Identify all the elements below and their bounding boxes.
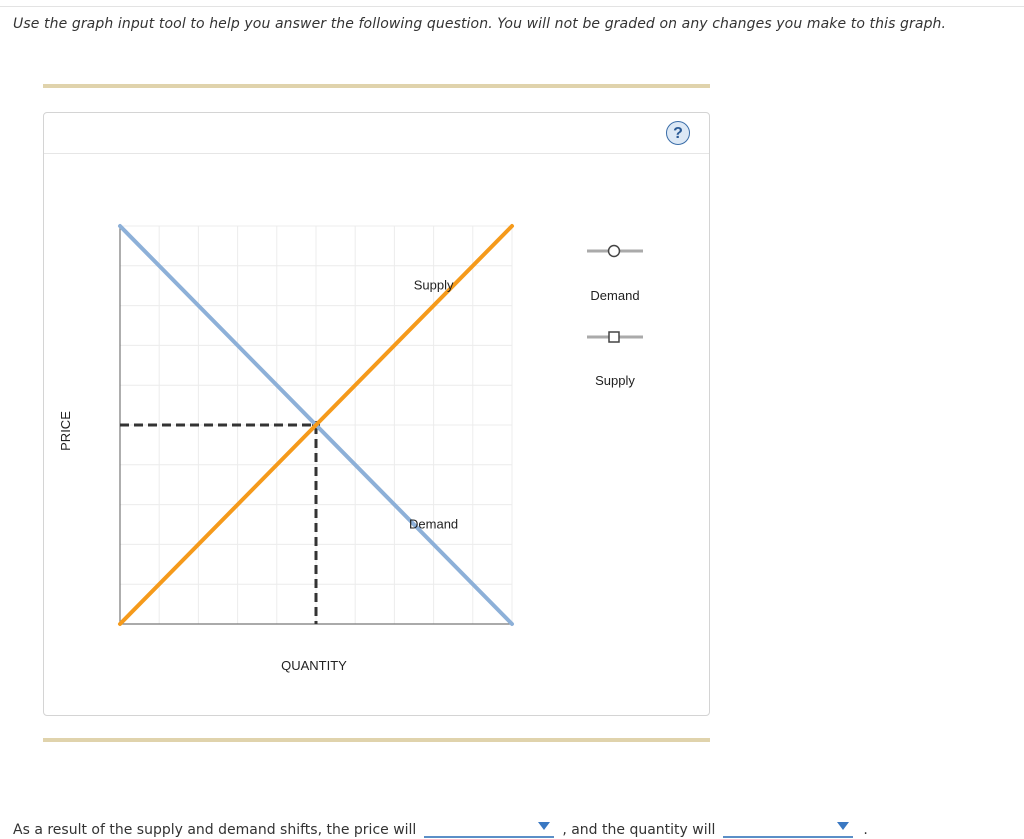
square-handle-icon[interactable] — [608, 331, 620, 343]
caret-down-icon — [837, 822, 850, 830]
supply-curve-label: Supply — [414, 278, 454, 293]
supply-curve[interactable] — [118, 224, 514, 626]
top-tan-bar — [43, 84, 710, 88]
chart-curves — [118, 224, 514, 626]
panel-header-divider — [44, 153, 709, 154]
instructions-text: Use the graph input tool to help you ans… — [13, 16, 947, 32]
price-change-dropdown[interactable] — [424, 816, 555, 838]
question-text-after: . — [863, 822, 868, 838]
legend-item-demand[interactable]: Demand — [587, 244, 643, 304]
legend-label-supply: Supply — [595, 373, 635, 388]
question-text-before: As a result of the supply and demand shi… — [13, 822, 417, 838]
demand-curve-label: Demand — [409, 517, 458, 532]
graph-input-panel: ? QUANTITY PRICE Supply Demand Demand Su… — [43, 112, 710, 716]
caret-down-icon — [538, 822, 551, 830]
x-axis-title: QUANTITY — [281, 658, 347, 673]
quantity-change-dropdown[interactable] — [723, 816, 854, 838]
top-divider — [0, 6, 1024, 7]
help-icon[interactable]: ? — [666, 121, 690, 145]
legend: Demand Supply — [587, 244, 643, 388]
legend-item-supply[interactable]: Supply — [587, 331, 643, 388]
supply-demand-chart[interactable]: QUANTITY PRICE Supply Demand Demand Supp… — [44, 113, 709, 715]
bottom-tan-bar — [43, 738, 710, 742]
y-axis-title: PRICE — [58, 411, 73, 451]
question-text-middle: , and the quantity will — [562, 822, 716, 838]
circle-handle-icon[interactable] — [607, 244, 621, 258]
question-sentence: As a result of the supply and demand shi… — [13, 816, 868, 838]
chart-grid — [120, 225, 513, 624]
legend-label-demand: Demand — [590, 288, 639, 303]
